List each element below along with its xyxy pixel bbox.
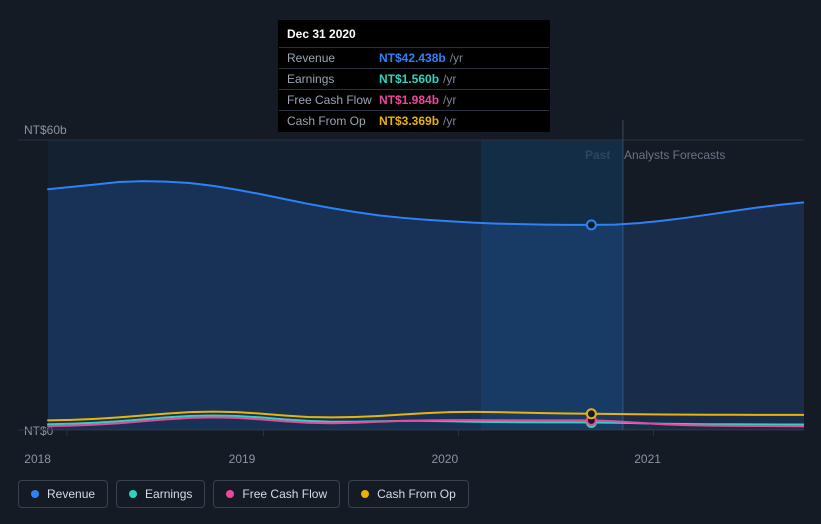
tooltip-label: Earnings [287,72,379,86]
legend-item-cfo[interactable]: Cash From Op [348,480,469,508]
tooltip-row-earnings: Earnings NT$1.560b /yr [279,68,549,89]
legend-item-fcf[interactable]: Free Cash Flow [213,480,340,508]
legend-label: Free Cash Flow [242,487,327,501]
x-tick-2021: 2021 [634,452,661,466]
tooltip-value: NT$1.984b [379,93,439,107]
x-axis: 2018 2019 2020 2021 [18,452,804,472]
x-tick-2020: 2020 [431,452,458,466]
chart-plot[interactable] [18,120,804,440]
chart-container: { "chart": { "type": "line-area", "backg… [0,0,821,524]
legend-label: Earnings [145,487,192,501]
tooltip-date: Dec 31 2020 [279,21,549,47]
x-tick-2019: 2019 [229,452,256,466]
tooltip-row-revenue: Revenue NT$42.438b /yr [279,47,549,68]
tooltip-label: Revenue [287,51,379,65]
legend-dot [361,490,369,498]
tooltip-value: NT$1.560b [379,72,439,86]
legend-dot [129,490,137,498]
x-tick-2018: 2018 [24,452,51,466]
tooltip-label: Free Cash Flow [287,93,379,107]
chart-svg [18,120,804,440]
legend-item-earnings[interactable]: Earnings [116,480,205,508]
legend-label: Revenue [47,487,95,501]
legend-label: Cash From Op [377,487,456,501]
chart-tooltip: Dec 31 2020 Revenue NT$42.438b /yr Earni… [278,20,550,132]
tooltip-unit: /yr [450,51,463,65]
tooltip-unit: /yr [443,93,456,107]
legend-item-revenue[interactable]: Revenue [18,480,108,508]
tooltip-row-fcf: Free Cash Flow NT$1.984b /yr [279,89,549,110]
legend-dot [226,490,234,498]
tooltip-unit: /yr [443,72,456,86]
legend: Revenue Earnings Free Cash Flow Cash Fro… [18,480,469,508]
tooltip-value: NT$42.438b [379,51,446,65]
legend-dot [31,490,39,498]
